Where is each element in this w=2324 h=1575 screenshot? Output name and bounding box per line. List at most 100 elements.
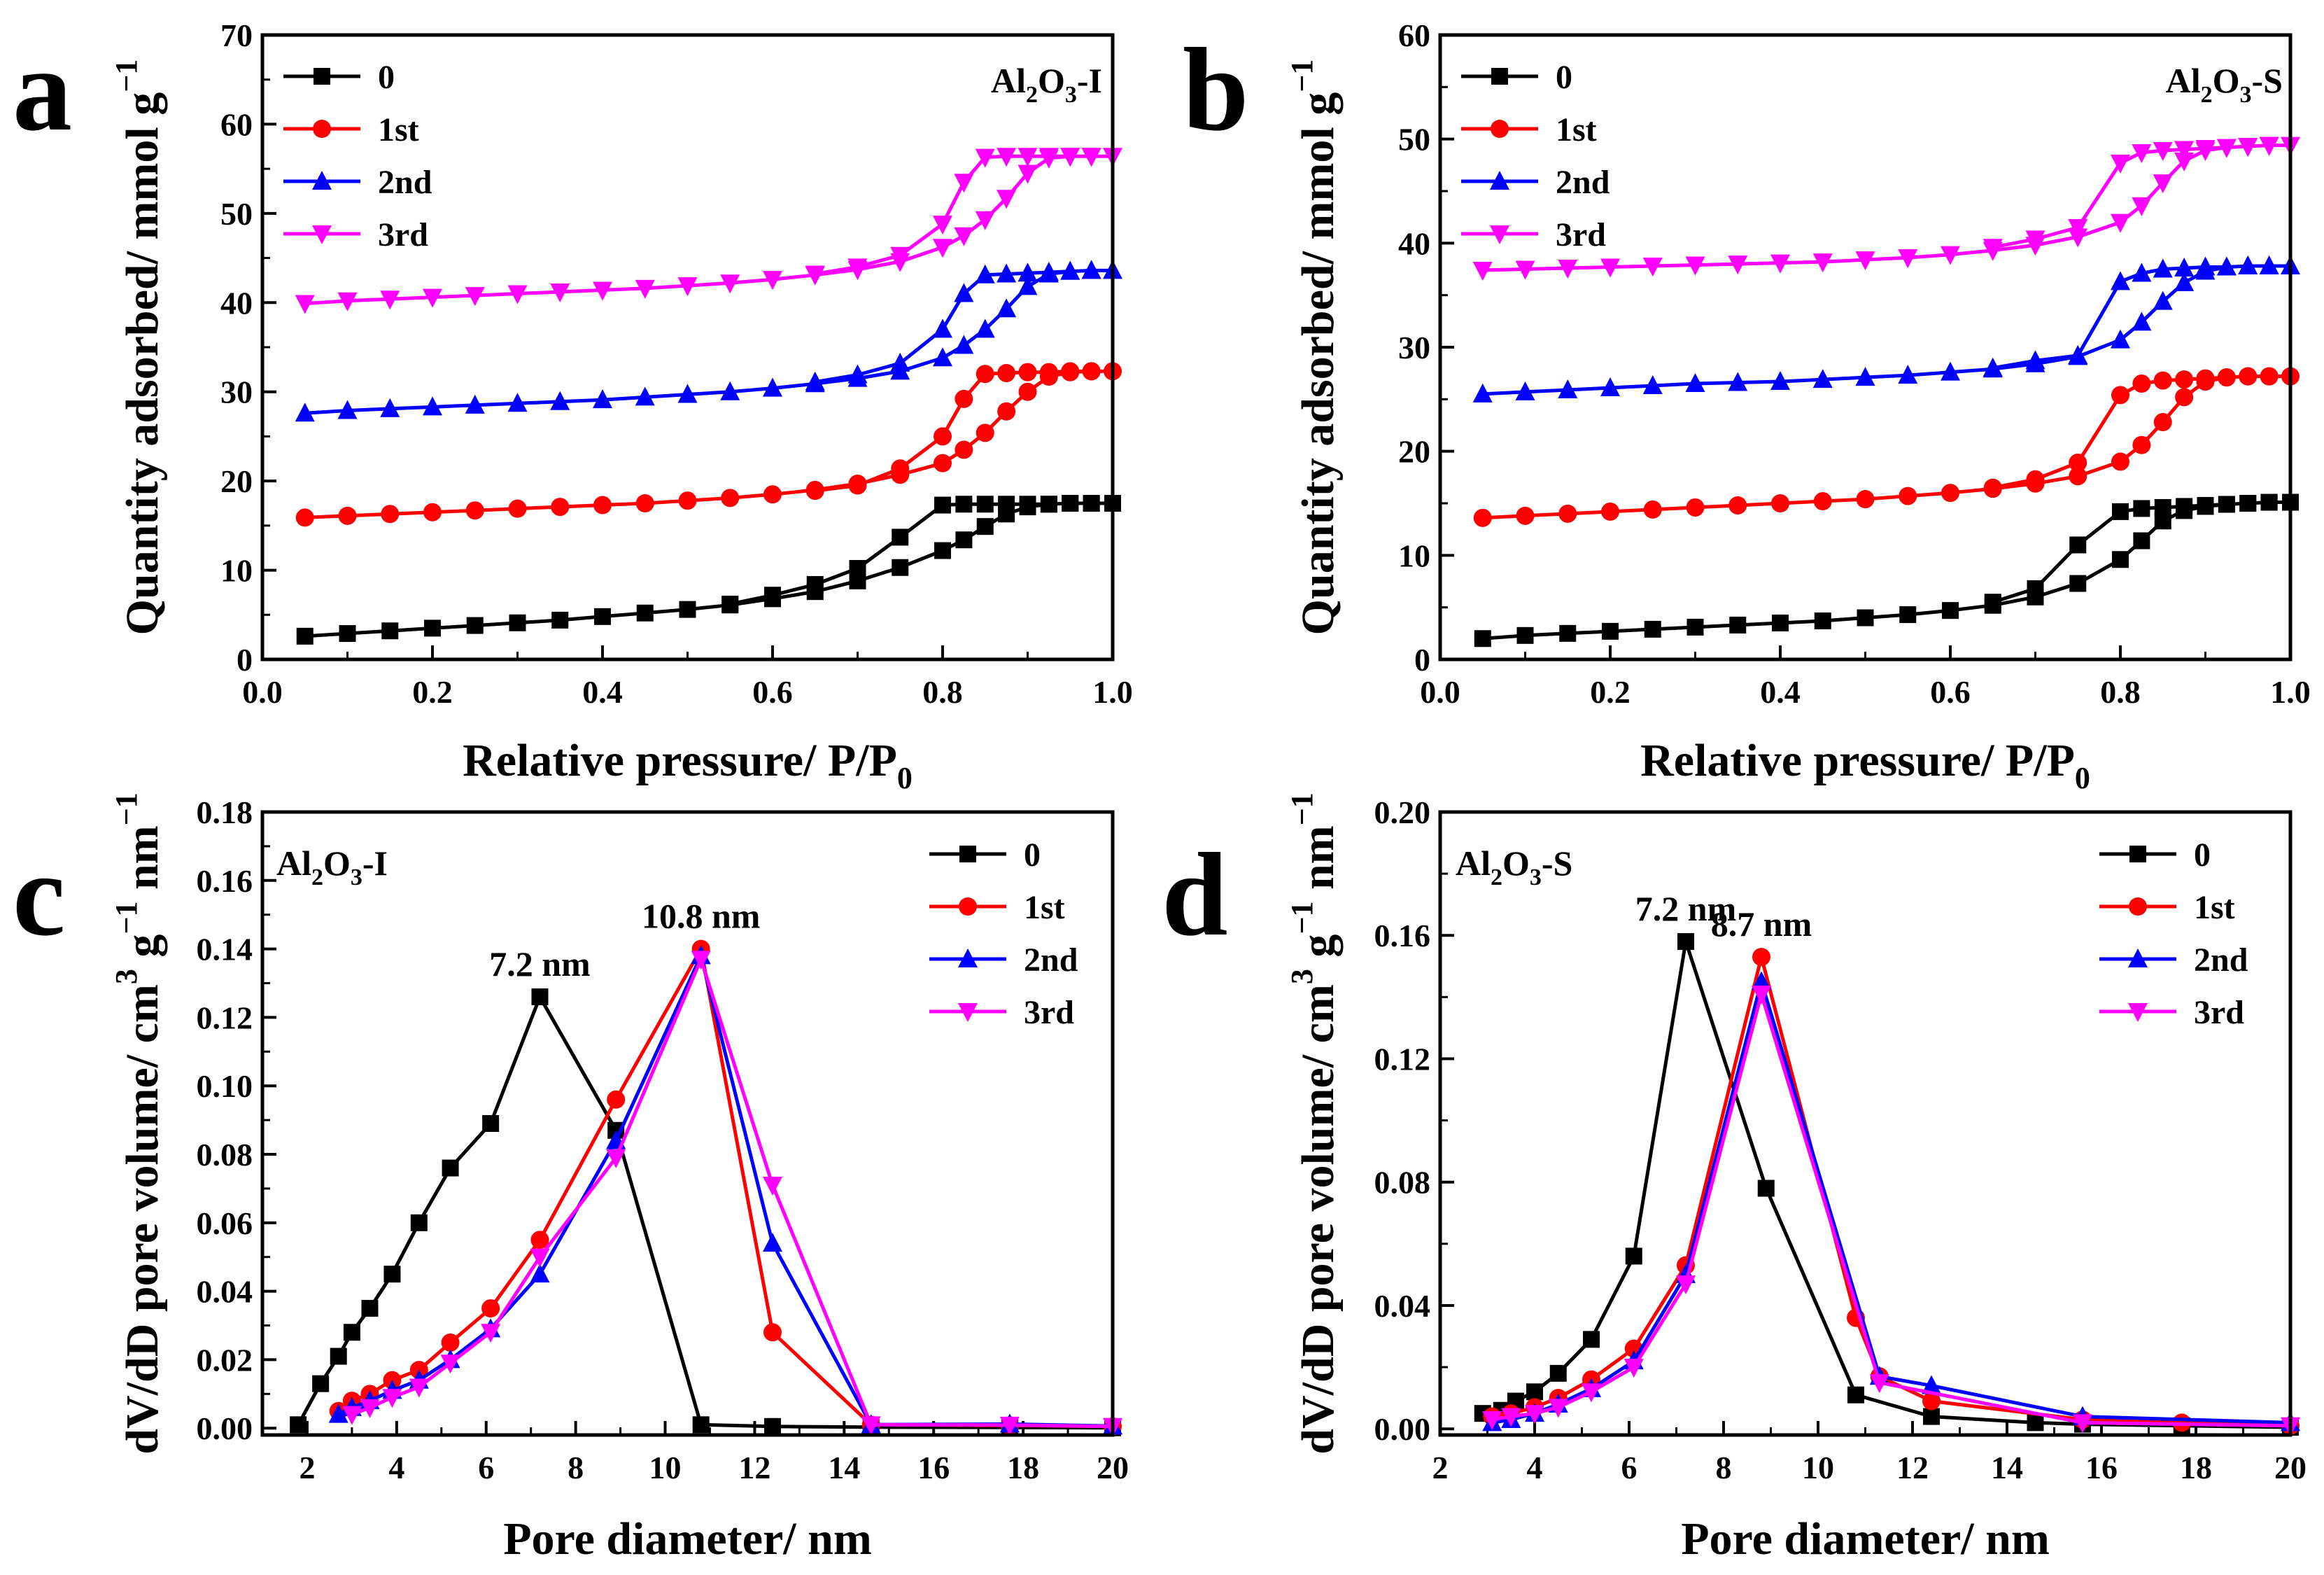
data-point	[1899, 606, 1917, 624]
y-tick-label: 0	[1414, 642, 1430, 678]
data-point	[1752, 985, 1771, 1004]
legend-label: 1st	[2194, 889, 2235, 926]
data-point	[1600, 258, 1620, 278]
x-tick-label: 0.2	[412, 674, 453, 710]
plot-frame	[1438, 810, 2293, 1437]
x-tick-label: 18	[2180, 1450, 2212, 1485]
data-point	[338, 506, 357, 525]
data-point	[2132, 435, 2151, 454]
data-point	[2027, 1414, 2044, 1432]
data-point	[2239, 367, 2258, 386]
data-point	[677, 277, 698, 297]
panel-d: 2 4 6 8 10 12 14 16 18 20 0.00 0.04 0.08 0.12 0.16 0.20…	[1162, 792, 2307, 1564]
legend-label: 0	[1024, 836, 1041, 874]
data-point	[295, 295, 315, 314]
data-point	[2260, 493, 2278, 511]
legend-label: 3rd	[1556, 216, 1606, 253]
y-tick-label: 0.16	[197, 863, 253, 899]
y-tick-label: 60	[1398, 18, 1430, 53]
x-tick-label: 16	[2085, 1450, 2118, 1485]
data-point	[764, 1418, 781, 1435]
data-point	[720, 274, 740, 294]
data-point	[691, 951, 711, 970]
x-tick-label: 16	[917, 1450, 950, 1485]
data-point	[2216, 256, 2237, 276]
data-point	[1898, 249, 1918, 269]
data-point	[1941, 484, 1959, 503]
data-point	[2111, 214, 2130, 233]
x-tick-label: 0.6	[752, 674, 793, 710]
data-point	[1516, 506, 1535, 525]
data-point	[2132, 262, 2152, 282]
x-axis-label: Pore diameter/ nm	[1681, 1513, 2050, 1564]
data-point	[1676, 1275, 1696, 1295]
data-point	[593, 496, 612, 514]
data-point	[337, 400, 358, 419]
data-point	[2068, 344, 2088, 364]
y-tick-label: 0.16	[1374, 918, 1431, 953]
data-point	[806, 575, 824, 593]
data-point	[849, 560, 866, 578]
data-point	[2132, 197, 2152, 216]
panel-letter: c	[13, 829, 65, 960]
data-point	[934, 542, 951, 559]
legend-marker	[959, 897, 977, 916]
data-point	[409, 1378, 429, 1398]
plot-frame	[260, 810, 1115, 1437]
data-point	[1082, 362, 1101, 381]
data-point	[2026, 470, 2045, 489]
data-point	[2259, 255, 2279, 275]
data-point	[635, 386, 655, 406]
data-point	[1686, 498, 1705, 517]
data-point	[1018, 363, 1037, 382]
data-point	[508, 499, 527, 518]
data-point	[996, 148, 1017, 167]
data-point	[1472, 261, 1493, 281]
data-point	[1548, 1399, 1568, 1418]
data-point	[2175, 370, 2194, 389]
data-point	[1983, 357, 2003, 377]
x-tick-label: 20	[1097, 1450, 1129, 1485]
data-point	[423, 503, 442, 522]
x-axis-label: Pore diameter/ nm	[503, 1513, 872, 1564]
data-point	[290, 1416, 307, 1434]
data-point	[341, 1406, 362, 1425]
data-point	[2025, 230, 2045, 250]
legend-label: 0	[1556, 59, 1572, 96]
data-point	[1857, 609, 1874, 626]
y-tick-label: 30	[1398, 330, 1430, 365]
data-point	[531, 988, 549, 1006]
data-point	[635, 279, 655, 299]
data-point	[1923, 1408, 1940, 1425]
series-line	[1482, 939, 2291, 1429]
data-point	[481, 1324, 501, 1343]
data-point	[295, 508, 314, 527]
data-point	[441, 1333, 460, 1352]
series-0	[1474, 933, 2299, 1436]
data-point	[2153, 371, 2172, 390]
data-point	[1060, 260, 1080, 280]
series-line	[1491, 992, 2291, 1428]
data-point	[1984, 594, 2001, 611]
series-3rd	[341, 951, 1122, 1437]
x-tick-label: 2	[1432, 1450, 1449, 1485]
legend-marker	[312, 171, 332, 190]
x-tick-label: 20	[2274, 1450, 2307, 1485]
x-tick-label: 8	[1716, 1450, 1732, 1485]
data-point	[1558, 260, 1578, 279]
legend-marker	[959, 846, 976, 862]
data-point	[2112, 503, 2129, 520]
data-point	[440, 1354, 460, 1374]
data-point	[410, 1214, 428, 1231]
data-point	[1060, 148, 1080, 167]
data-point	[2069, 575, 2087, 592]
data-point	[954, 227, 974, 246]
x-tick-label: 12	[738, 1450, 770, 1485]
data-point	[764, 587, 781, 604]
legend-marker	[2128, 1003, 2148, 1022]
x-tick-label: 0.8	[922, 674, 963, 710]
legend-marker	[313, 120, 331, 138]
data-point	[594, 608, 611, 625]
data-point	[1482, 1410, 1502, 1430]
data-point	[721, 489, 740, 507]
